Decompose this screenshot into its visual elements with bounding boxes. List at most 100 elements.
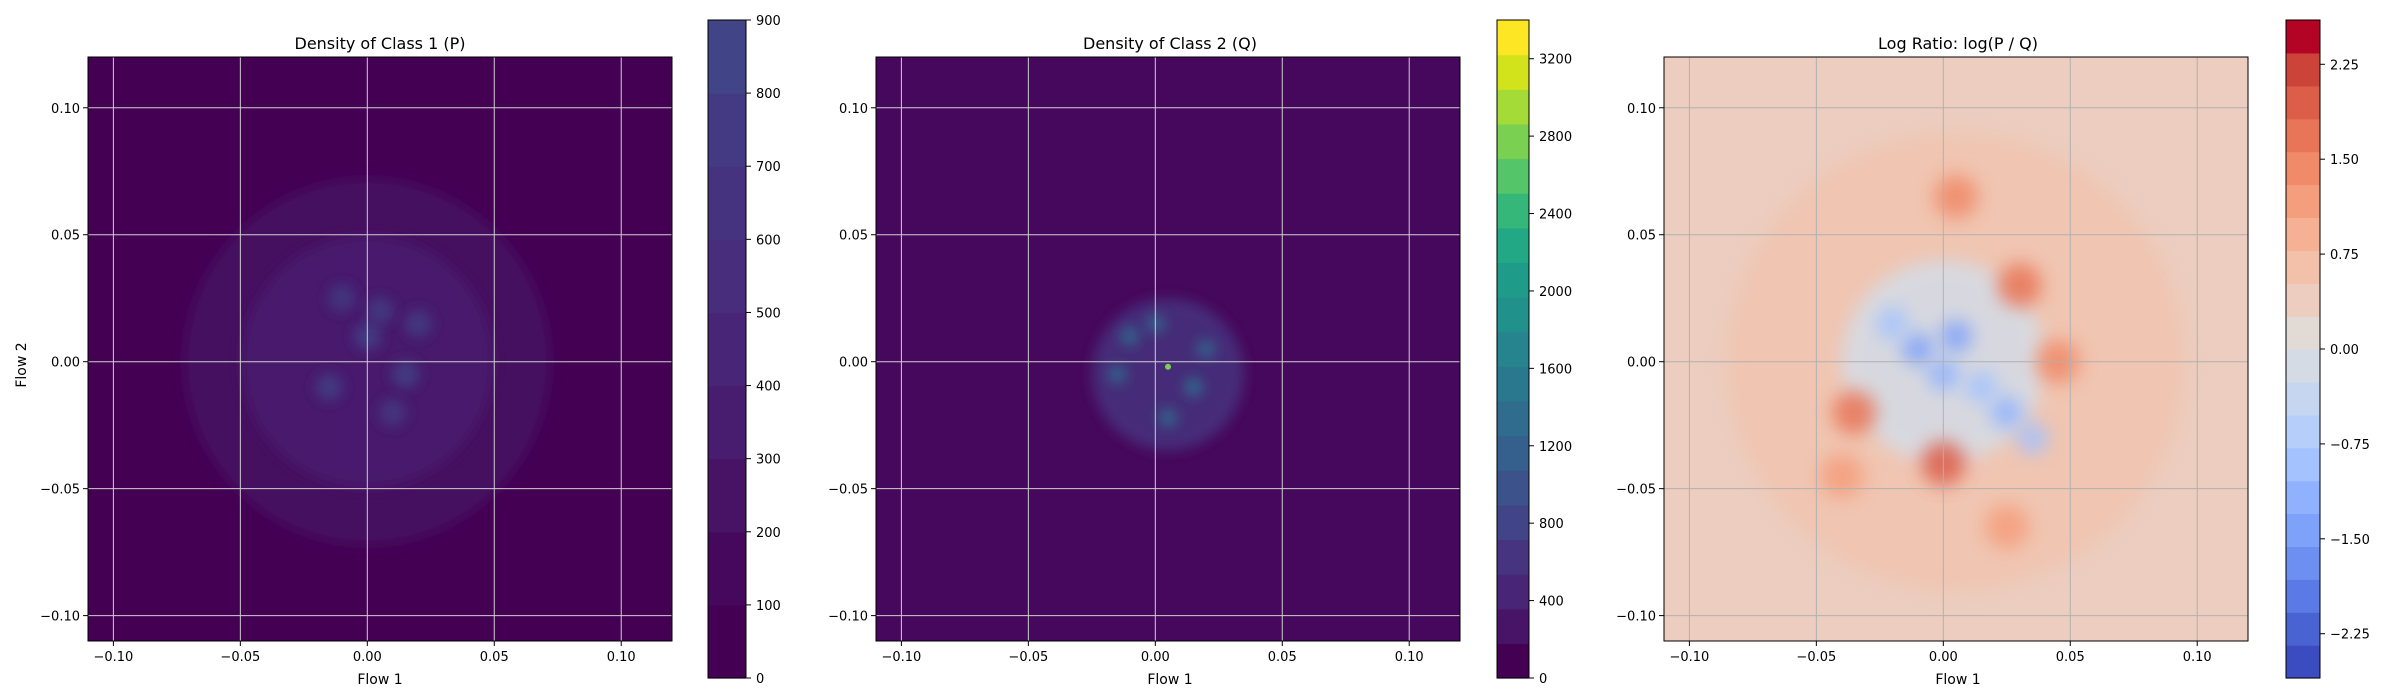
colorbar-segment: [1497, 20, 1529, 56]
colorbar-tick-label: 400: [1539, 595, 1564, 610]
ratio-positive-blob: [1997, 263, 2042, 308]
plot-area: −0.10 −0.10 −0.05 −0.05 0.00 0.00 0.05 0.05 0.10…: [828, 56, 1461, 665]
density-blob: [1183, 377, 1204, 398]
colorbar: −2.25 −1.50 −0.75 0.00 0.75 1.50 2.25: [2285, 19, 2370, 679]
ratio-positive-blob: [1832, 390, 1877, 435]
colorbar-segment: [2286, 118, 2320, 153]
colorbar-segment: [1497, 470, 1529, 506]
colorbar-segment: [1497, 574, 1529, 610]
colorbar-segment: [2286, 184, 2320, 218]
colorbar-segment: [708, 20, 746, 94]
colorbar-segment: [1497, 297, 1529, 333]
colorbar-segment: [2286, 480, 2320, 515]
colorbar-segment: [2286, 250, 2320, 284]
y-tick-label: −0.10: [40, 610, 80, 625]
colorbar-segment: [1497, 435, 1529, 471]
x-axis-label: Flow 1: [357, 672, 402, 688]
x-axis-label: Flow 1: [1147, 672, 1192, 688]
colorbar-segment: [2286, 414, 2320, 449]
colorbar-segment: [2286, 381, 2320, 416]
density-blob: [366, 296, 394, 325]
y-axis-label: Flow 2: [14, 342, 30, 387]
colorbar-segment: [708, 385, 746, 460]
plot-frame: [87, 56, 673, 642]
panel-log-ratio: Log Ratio: log(P / Q) −0.10−0.10−0.05−0.…: [1616, 19, 2370, 688]
density-blob: [315, 373, 344, 402]
colorbar-segment: [708, 166, 746, 240]
density-blob: [378, 398, 407, 427]
colorbar-segment: [1497, 331, 1529, 367]
colorbar-segment: [708, 604, 746, 679]
plot-frame: [875, 56, 1461, 642]
colorbar-tick-label: 2.25: [2330, 58, 2359, 73]
ratio-negative-blob: [1990, 396, 2023, 429]
plot-area: −0.10 −0.10 −0.05 −0.05 0.00 0.00 0.05 0.05 0.10…: [40, 56, 673, 665]
colorbar-segment: [1497, 227, 1529, 264]
ratio-positive-blob: [1984, 504, 2029, 549]
chart-title: Density of Class 2 (Q): [1083, 34, 1257, 53]
y-tick-label: −0.05: [828, 483, 868, 498]
colorbar-tick-label: 1.50: [2330, 153, 2359, 168]
x-tick-label: 0.10: [607, 650, 636, 665]
colorbar-tick-label: 800: [1539, 517, 1564, 532]
x-tick-label: 0.00: [1929, 650, 1958, 665]
colorbar-segment: [2286, 612, 2320, 646]
ratio-negative-blob: [1901, 333, 1934, 365]
colorbar: 0 100 200 300 400 500 600 700 800 900: [707, 14, 781, 687]
colorbar-tick-label: 300: [756, 453, 781, 468]
x-tick-label: −0.10: [1669, 650, 1709, 665]
x-tick-label: 0.10: [1395, 650, 1424, 665]
colorbar-tick-label: 700: [756, 160, 781, 175]
ratio-positive-blob: [1934, 174, 1978, 219]
colorbar-segment: [1497, 123, 1529, 160]
colorbar-tick-label: −1.50: [2330, 533, 2370, 548]
density-blob: [1107, 364, 1128, 385]
colorbar-tick-label: −0.75: [2330, 438, 2370, 453]
x-tick-label: 0.05: [1268, 650, 1297, 665]
colorbar-tick-label: 0.00: [2330, 343, 2359, 358]
chart-title: Density of Class 1 (P): [295, 34, 466, 53]
x-tick-label: 0.00: [1141, 650, 1170, 665]
colorbar-tick-label: 0.75: [2330, 248, 2359, 263]
density-blob: [1196, 339, 1217, 359]
y-tick-label: −0.05: [40, 483, 80, 498]
colorbar-segment: [708, 312, 746, 387]
colorbar-segment: [1497, 504, 1529, 541]
density-blob: [391, 360, 420, 389]
colorbar-segment: [2286, 283, 2320, 317]
x-tick-label: −0.05: [1796, 650, 1836, 665]
y-tick-label: 0.10: [839, 102, 868, 117]
ratio-negative-blob: [1940, 320, 1972, 353]
colorbar-segment: [708, 93, 746, 167]
y-tick-label: 0.00: [839, 356, 868, 371]
colorbar-frame: [707, 19, 747, 679]
colorbar-segment: [2286, 513, 2320, 547]
y-tick-label: −0.10: [1616, 610, 1656, 625]
ratio-negative-blob: [1965, 371, 1998, 404]
y-tick-label: 0.05: [51, 229, 80, 244]
colorbar-segment: [1497, 262, 1529, 298]
colorbar-segment: [2286, 52, 2320, 87]
y-tick-label: 0.00: [51, 356, 80, 371]
y-tick-label: 0.05: [1627, 229, 1656, 244]
colorbar-segment: [1497, 158, 1529, 194]
y-tick-label: −0.10: [828, 610, 868, 625]
density-blob: [1119, 326, 1140, 347]
plot-area: −0.10 −0.10 −0.05 −0.05 0.00 0.00 0.05 0.05 0.10…: [1616, 56, 2249, 665]
y-tick-label: −0.05: [1616, 483, 1656, 498]
colorbar-segment: [708, 239, 746, 314]
x-tick-label: 0.10: [2183, 650, 2212, 665]
colorbar-tick-label: 2000: [1539, 285, 1572, 300]
colorbar-segment: [1497, 608, 1529, 644]
colorbar-tick-label: 3200: [1539, 53, 1572, 68]
density-blob: [327, 284, 356, 313]
colorbar-tick-label: 900: [756, 14, 781, 29]
x-tick-label: −0.05: [1008, 650, 1048, 665]
colorbar-tick-label: 0: [1539, 672, 1547, 687]
density-blob: [404, 309, 433, 338]
colorbar: 0 400 800 1200 1600 2000 2400 2800 3200: [1496, 19, 1572, 687]
density-blob: [1158, 407, 1178, 428]
panel-class1-density: Density of Class 1 (P) −0.10−0.10−0.05−0…: [14, 14, 781, 688]
colorbar-segment: [2286, 20, 2320, 54]
